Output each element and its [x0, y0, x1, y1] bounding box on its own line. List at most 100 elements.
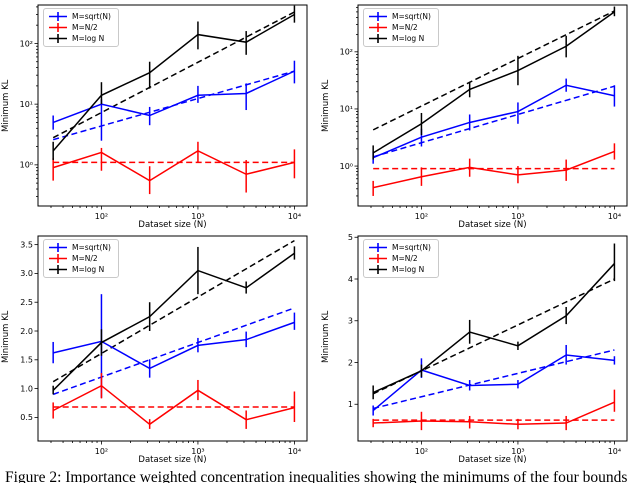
legend: M=sqrt(N) M=N/2 M=log N: [363, 8, 439, 47]
legend-label: M=sqrt(N): [392, 12, 431, 21]
legend-label: M=log N: [392, 34, 425, 43]
x-axis-label: Dataset size (N): [138, 220, 207, 230]
legend-label: M=log N: [72, 34, 105, 43]
y-tick-label: 10⁰: [340, 162, 353, 171]
series-m-n-2-line: [373, 150, 615, 189]
errorbar-symbol-icon: [49, 265, 67, 274]
series-m-sqrt-n--line: [372, 354, 615, 412]
legend-label: M=log N: [392, 265, 425, 274]
ticks: [354, 236, 615, 445]
series-m-sqrt-n-: [372, 78, 616, 164]
y-tick-label: 3: [348, 317, 353, 326]
subplot-bottom-right: 10² 10³ 10⁴ 1 2 3 4 5 Minimum KL Dataset size (…: [320, 231, 640, 467]
y-tick-label: 1: [348, 400, 353, 409]
series-m-log-n-line: [372, 11, 615, 154]
legend-label: M=N/2: [72, 254, 98, 263]
y-axis-label: Minimum KL: [1, 79, 11, 132]
axes: 10² 10³ 10⁴ 10⁰ 10¹ 10²: [20, 4, 308, 221]
series-m-log-n: [52, 246, 296, 395]
series-m-sqrt-n-trend: [372, 349, 615, 410]
errorbar-symbol-icon: [369, 12, 387, 21]
series-m-n-2: [52, 373, 296, 429]
legend: M=sqrt(N) M=N/2 M=log N: [43, 8, 119, 47]
legend-item: M=N/2: [48, 22, 111, 33]
errorbar-symbol-icon: [49, 34, 67, 43]
legend-label: M=N/2: [392, 254, 418, 263]
series-m-n-2: [372, 389, 616, 431]
x-tick-label: 10²: [415, 212, 428, 221]
y-tick-label: 1.0: [20, 384, 33, 393]
series-m-sqrt-n-trend: [52, 307, 295, 396]
errorbar-symbol-icon: [369, 265, 387, 274]
y-axis-label: Minimum KL: [1, 310, 11, 363]
y-tick-label: 10¹: [20, 100, 33, 109]
axes: 10² 10³ 10⁴ 1 2 3 4 5: [348, 233, 628, 456]
legend-item: M=log N: [48, 264, 111, 275]
legend-label: M=N/2: [72, 23, 98, 32]
x-tick-label: 10⁴: [608, 447, 621, 456]
x-tick-label: 10⁴: [288, 212, 301, 221]
subplot-top-left: 10² 10³ 10⁴ 10⁰ 10¹ 10² Minimum KL Dataset si…: [0, 0, 320, 232]
errorbar-symbol-icon: [49, 254, 67, 263]
series-m-log-n-line: [52, 13, 295, 152]
x-axis-label: Dataset size (N): [458, 455, 527, 465]
legend-item: M=N/2: [48, 253, 111, 264]
series-m-n-2-line: [373, 401, 615, 426]
subplot-bottom-left: 10² 10³ 10⁴ 0.5 1.0 1.5 2.0 2.5 3.0 3.5 Minimum K…: [0, 231, 320, 467]
y-axis-label: Minimum KL: [321, 310, 331, 363]
plot-frame: [37, 235, 308, 442]
y-tick-label: 0.5: [20, 413, 33, 422]
y-tick-label: 3.5: [20, 240, 33, 249]
x-tick-label: 10²: [95, 447, 108, 456]
series-m-sqrt-n-trend-line: [372, 85, 615, 158]
series-m-sqrt-n-trend-line: [372, 349, 615, 410]
series-m-sqrt-n-: [372, 344, 616, 416]
errorbar-symbol-icon: [49, 243, 67, 252]
x-tick-label: 10³: [511, 212, 524, 221]
y-tick-label: 1.5: [20, 356, 33, 365]
legend-label: M=N/2: [392, 23, 418, 32]
x-tick-label: 10³: [511, 447, 524, 456]
series-m-sqrt-n-: [52, 60, 296, 141]
legend-label: M=sqrt(N): [72, 243, 111, 252]
y-axis-label: Minimum KL: [321, 79, 331, 132]
series-m-n-2: [52, 141, 296, 195]
legend: M=sqrt(N) M=N/2 M=log N: [363, 239, 439, 278]
series-m-sqrt-n--line: [53, 321, 295, 370]
series-m-log-n-trend: [372, 278, 615, 395]
y-tick-label: 2.0: [20, 327, 33, 336]
series-m-n-2-line: [52, 150, 295, 182]
x-tick-label: 10³: [191, 212, 204, 221]
legend-item: M=sqrt(N): [368, 242, 431, 253]
plot-frame: [357, 235, 628, 442]
series-m-n-2-line: [52, 384, 295, 426]
series-m-log-n: [52, 5, 296, 161]
y-tick-label: 10²: [20, 39, 33, 48]
legend-item: M=log N: [48, 33, 111, 44]
x-axis-label: Dataset size (N): [458, 220, 527, 230]
legend-item: M=N/2: [368, 22, 431, 33]
x-tick-label: 10³: [191, 447, 204, 456]
y-tick-label: 3.0: [20, 269, 33, 278]
series-m-log-n-trend: [52, 11, 295, 139]
x-tick-label: 10⁴: [288, 447, 301, 456]
legend-label: M=log N: [72, 265, 105, 274]
series-m-log-n-trend-line: [52, 239, 295, 383]
plot-canvas-top-left: 10² 10³ 10⁴ 10⁰ 10¹ 10²: [20, 4, 308, 221]
legend-item: M=sqrt(N): [48, 11, 111, 22]
axes: 10² 10³ 10⁴ 0.5 1.0 1.5 2.0 2.5 3.0 3.5: [20, 235, 308, 456]
series-m-log-n: [372, 6, 616, 160]
series-m-log-n-line: [52, 252, 295, 391]
x-tick-label: 10²: [415, 447, 428, 456]
legend: M=sqrt(N) M=N/2 M=log N: [43, 239, 119, 278]
y-tick-label: 5: [348, 233, 353, 242]
series-m-sqrt-n--line: [52, 70, 295, 124]
errorbar-symbol-icon: [369, 34, 387, 43]
series-m-sqrt-n-trend: [372, 85, 615, 158]
x-axis-label: Dataset size (N): [138, 455, 207, 465]
errorbar-symbol-icon: [369, 243, 387, 252]
legend-item: M=sqrt(N): [48, 242, 111, 253]
subplot-top-right: 10² 10³ 10⁴ 10⁰ 10¹ 10² Minimum KL Dataset si…: [320, 0, 640, 232]
y-tick-label: 2.5: [20, 298, 33, 307]
series-m-log-n-line: [372, 263, 615, 394]
